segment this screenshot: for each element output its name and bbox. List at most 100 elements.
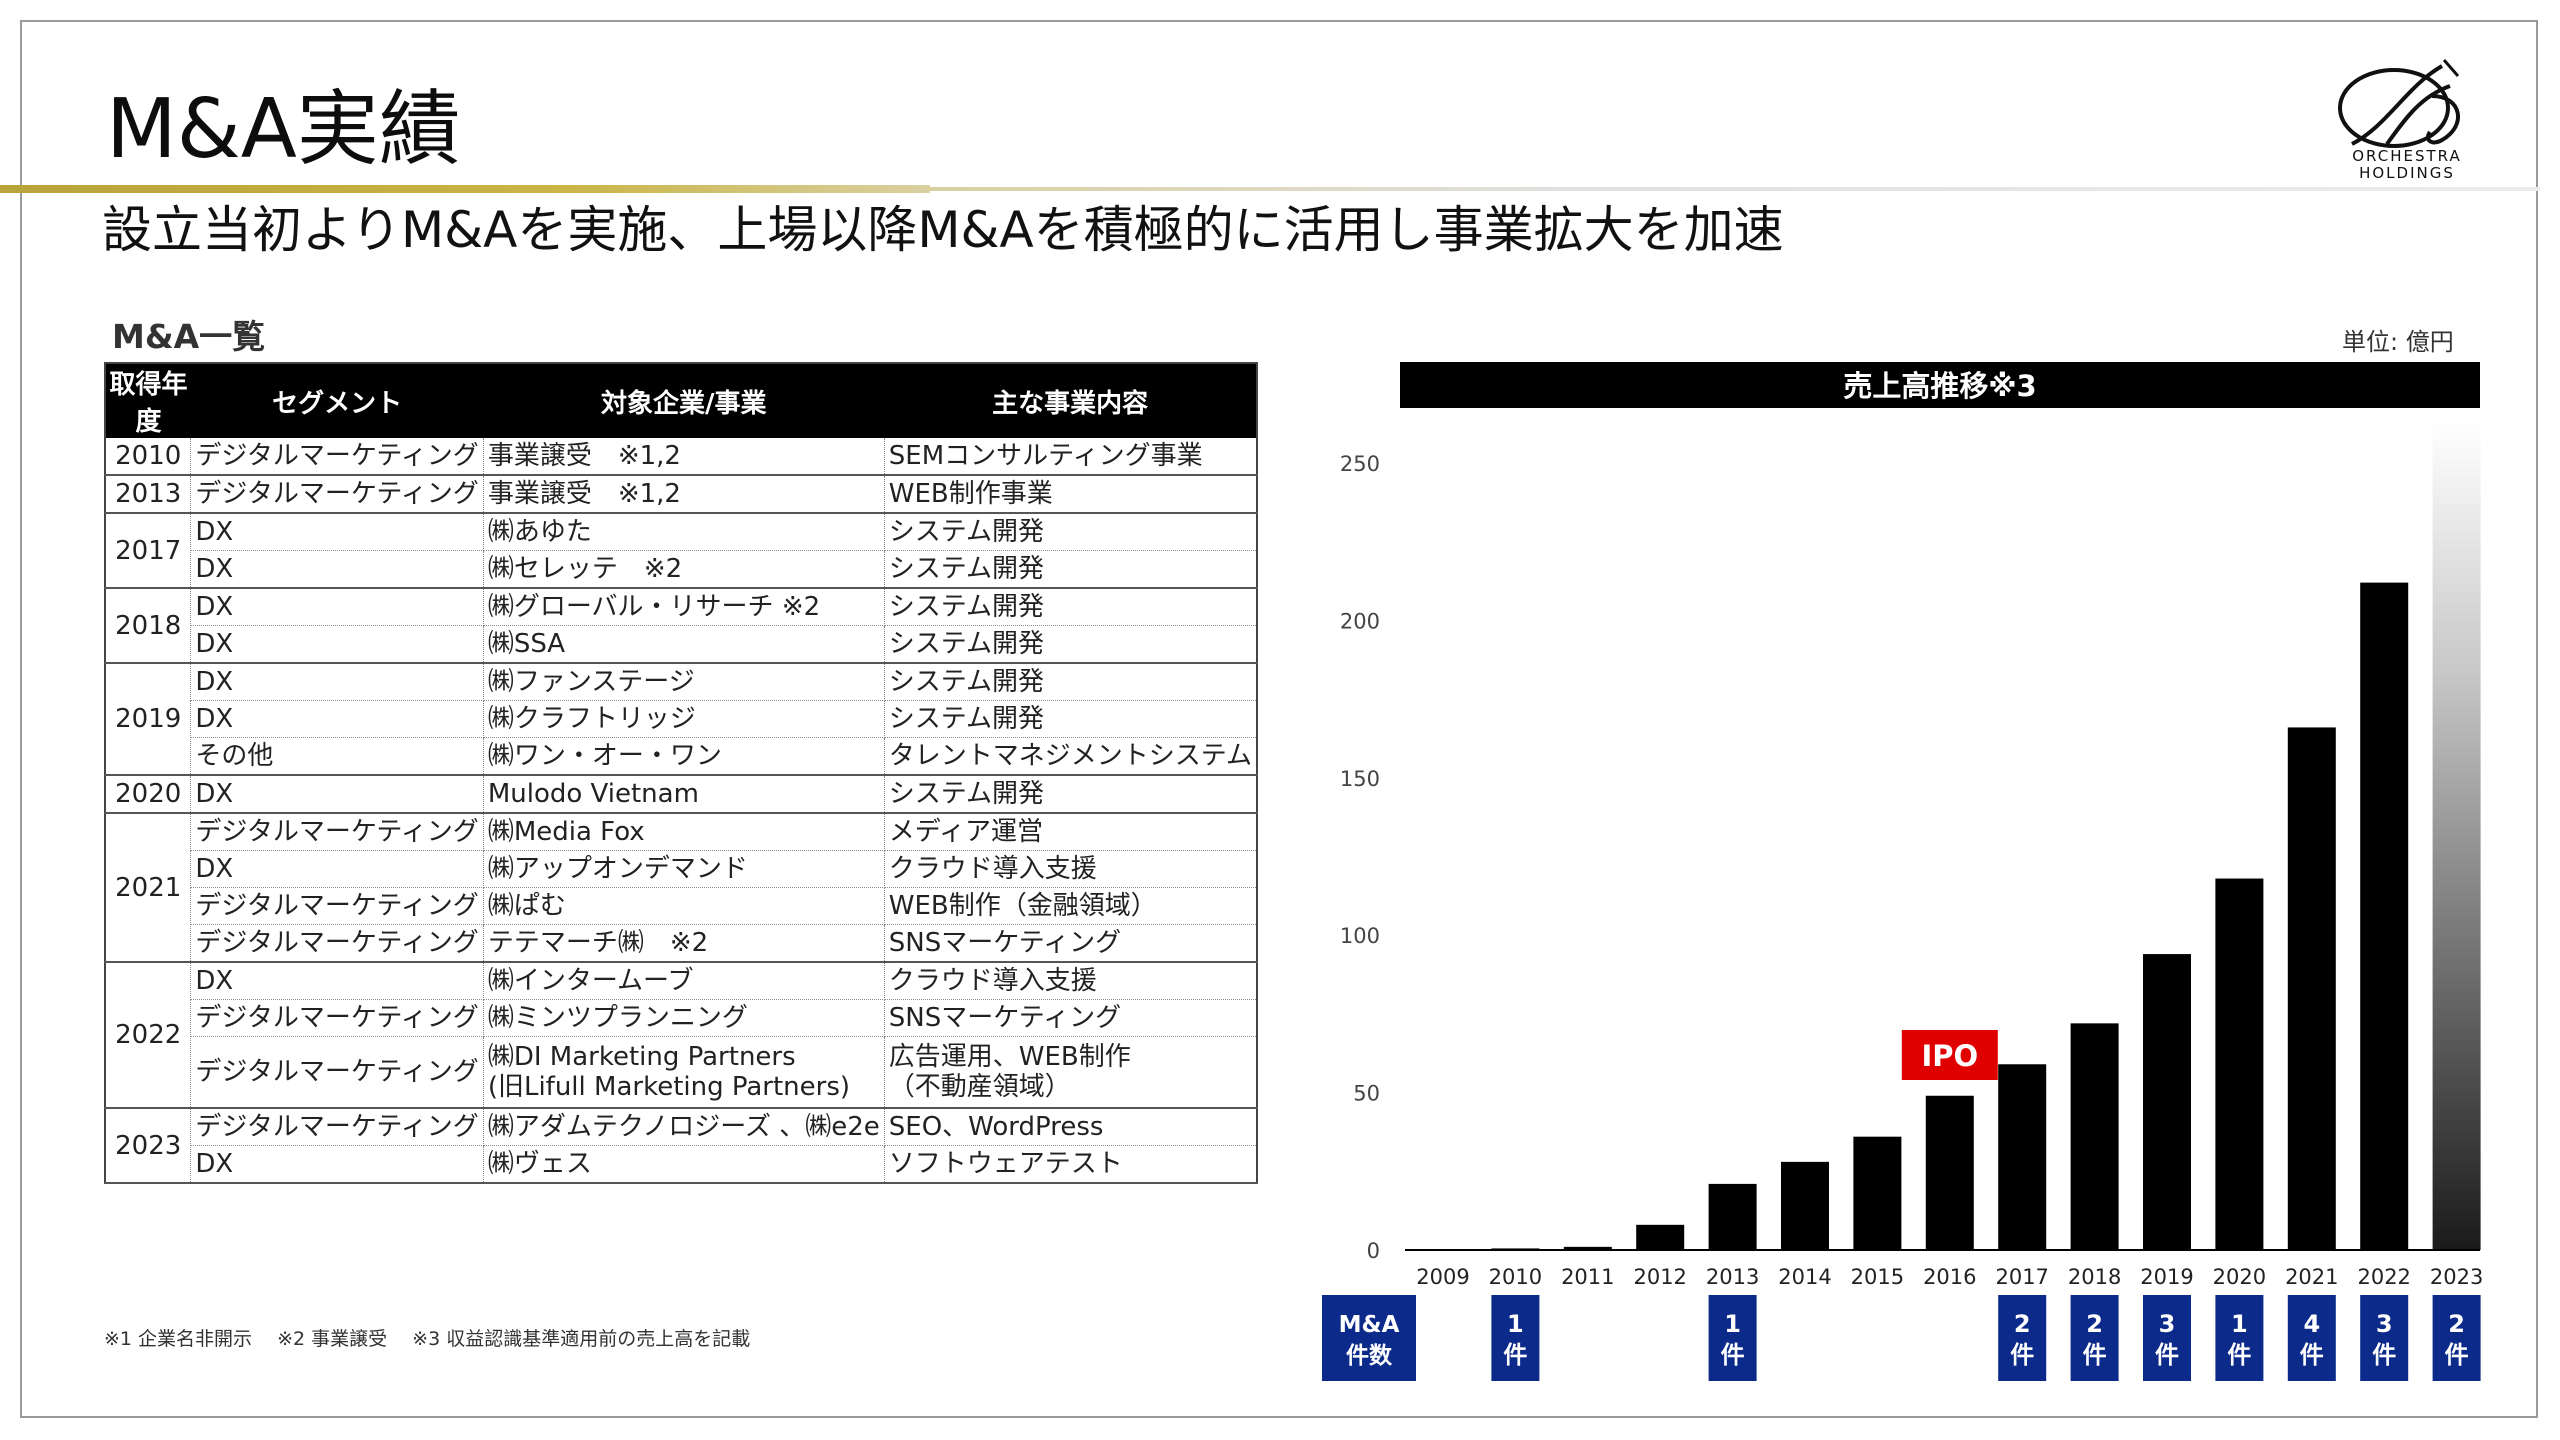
- ma-count-row: 1 件 1 件 2 件 2 件 3 件 1 件 4 件 3 件 2 件 M&A 件数: [1322, 1295, 2481, 1381]
- ipo-label: IPO: [1921, 1039, 1978, 1073]
- x-tick-label: 2016: [1923, 1265, 1976, 1289]
- content-cell: クラウド導入支援: [884, 962, 1258, 1000]
- target-cell: ㈱クラフトリッジ: [483, 700, 885, 738]
- segment-cell: デジタルマーケティング: [190, 999, 484, 1037]
- header-year: 取得年度: [105, 363, 191, 438]
- target-cell: ㈱DI Marketing Partners (旧Lifull Marketing…: [483, 1036, 885, 1109]
- target-cell: ㈱アップオンデマンド: [483, 850, 885, 888]
- segment-cell: デジタルマーケティング: [190, 887, 484, 925]
- ma-table-body: 2010 デジタルマーケティング 事業譲受 ※1,2 SEMコンサルティング事業 201…: [105, 438, 1258, 1184]
- year-cell: 2019: [105, 663, 192, 776]
- ma-count-value: 2: [2014, 1310, 2031, 1338]
- target-cell: ㈱アダムテクノロジーズ 、㈱e2e: [483, 1108, 885, 1146]
- ma-count-label-box: [1322, 1295, 1416, 1381]
- x-tick-label: 2022: [2357, 1265, 2410, 1289]
- ma-count-box: [1491, 1295, 1540, 1381]
- target-cell: ㈱ヴェス: [483, 1145, 885, 1184]
- x-tick-label: 2017: [1995, 1265, 2048, 1289]
- table-row: デジタルマーケティング ㈱ぱむ WEB制作（金融領域）: [105, 887, 1258, 925]
- segment-cell: DX: [190, 625, 484, 664]
- segment-cell: デジタルマーケティング: [190, 438, 484, 476]
- target-cell: ㈱SSA: [483, 625, 885, 664]
- ma-count-box: [2432, 1295, 2481, 1381]
- content-cell: WEB制作（金融領域）: [884, 887, 1258, 925]
- table-row: DX ㈱アップオンデマンド クラウド導入支援: [105, 850, 1258, 888]
- x-axis: 2009 2010 2011 2012 2013 2014 2015 2016 2017 2018…: [1405, 1249, 2483, 1289]
- ma-count-box: [2143, 1295, 2191, 1381]
- table-row: DX ㈱セレッテ ※2 システム開発: [105, 550, 1258, 589]
- ma-count-label: 件数: [1346, 1343, 1393, 1369]
- table-row: DX ㈱クラフトリッジ システム開発: [105, 700, 1258, 738]
- year-cell: 2020: [105, 775, 192, 814]
- content-cell: システム開発: [884, 550, 1258, 589]
- segment-cell: デジタルマーケティング: [190, 924, 484, 963]
- year-cell: 2017: [105, 513, 192, 589]
- year-cell: 2023: [105, 1108, 192, 1184]
- ma-count-label: M&A: [1339, 1312, 1400, 1338]
- target-cell: ㈱あゆた: [483, 513, 885, 551]
- bar: [1563, 1246, 1612, 1250]
- title-rule-grey: [930, 187, 2540, 191]
- table-row: 2021 デジタルマーケティング ㈱Media Fox メディア運営: [105, 813, 1258, 963]
- target-cell: Mulodo Vietnam: [483, 775, 885, 814]
- table-row: DX ㈱SSA システム開発: [105, 625, 1258, 664]
- ma-count-value: 2: [2448, 1310, 2465, 1338]
- ma-count-value: 1: [1507, 1310, 1524, 1338]
- segment-cell: デジタルマーケティング: [190, 1036, 484, 1109]
- x-tick-label: 2021: [2285, 1265, 2338, 1289]
- content-cell: WEB制作事業: [884, 475, 1258, 514]
- logo-text: ORCHESTRA HOLDINGS: [2318, 148, 2496, 182]
- x-tick-label: 2015: [1851, 1265, 1904, 1289]
- segment-cell: DX: [190, 850, 484, 888]
- target-cell: ㈱インタームーブ: [483, 962, 885, 1000]
- forecast-bar: [2432, 423, 2481, 1250]
- content-cell: SEMコンサルティング事業: [884, 438, 1258, 476]
- x-tick-label: 2023: [2430, 1265, 2483, 1289]
- content-cell: メディア運営: [884, 813, 1258, 851]
- content-cell: クラウド導入支援: [884, 850, 1258, 888]
- ma-count-value: 1: [1724, 1310, 1741, 1338]
- segment-cell: その他: [190, 737, 484, 776]
- table-header-row: 取得年度 セグメント 対象企業/事業 主な事業内容: [105, 363, 1257, 438]
- segment-cell: デジタルマーケティング: [190, 475, 484, 514]
- x-tick-label: 2014: [1778, 1265, 1831, 1289]
- segment-cell: デジタルマーケティング: [190, 813, 484, 851]
- target-cell: ㈱グローバル・リサーチ ※2: [483, 588, 885, 626]
- ma-count-unit: 件: [2300, 1341, 2324, 1369]
- ipo-badge: [1901, 1030, 1998, 1080]
- table-row: 2022 DX ㈱インタームーブ クラウド導入支援: [105, 962, 1258, 1109]
- bar: [1781, 1161, 1829, 1250]
- ma-count-value: 2: [2086, 1310, 2103, 1338]
- header-content: 主な事業内容: [884, 363, 1257, 438]
- x-tick-label: 2012: [1633, 1265, 1686, 1289]
- year-cell: 2010: [105, 438, 192, 476]
- segment-cell: DX: [190, 513, 484, 551]
- slide-frame: [20, 20, 2538, 1418]
- segment-cell: DX: [190, 550, 484, 589]
- ma-count-box: [2287, 1295, 2336, 1381]
- bar: [2360, 582, 2409, 1250]
- ma-count-value: 3: [2376, 1310, 2393, 1338]
- bar: [2215, 878, 2264, 1250]
- ma-count-box: [2070, 1295, 2119, 1381]
- ma-count-box: [2360, 1295, 2409, 1381]
- segment-cell: DX: [190, 663, 484, 701]
- header-segment: セグメント: [190, 363, 484, 438]
- content-cell: システム開発: [884, 663, 1258, 701]
- table-row: 2013 デジタルマーケティング 事業譲受 ※1,2 WEB制作事業: [105, 475, 1258, 514]
- y-tick-label: 50: [1353, 1082, 1380, 1106]
- ma-count-box: [2215, 1295, 2264, 1381]
- content-cell: システム開発: [884, 700, 1258, 738]
- content-cell: システム開発: [884, 625, 1258, 664]
- x-tick-label: 2019: [2140, 1265, 2193, 1289]
- ma-count-box: [1708, 1295, 1757, 1381]
- ma-list-heading: M&A一覧: [112, 317, 266, 356]
- table-row: その他 ㈱ワン・オー・ワン タレントマネジメントシステム: [105, 737, 1258, 776]
- table-row: デジタルマーケティング ㈱DI Marketing Partners (旧Liful…: [105, 1036, 1258, 1109]
- y-tick-label: 100: [1340, 924, 1380, 948]
- x-tick-label: 2018: [2068, 1265, 2121, 1289]
- target-cell: ㈱Media Fox: [483, 813, 885, 851]
- table-row: デジタルマーケティング ㈱ミンツプランニング SNSマーケティング: [105, 999, 1258, 1037]
- logo-line-2: HOLDINGS: [2359, 164, 2455, 182]
- ma-table: 取得年度 セグメント 対象企業/事業 主な事業内容 2010 デジタルマーケティン…: [104, 362, 1258, 1184]
